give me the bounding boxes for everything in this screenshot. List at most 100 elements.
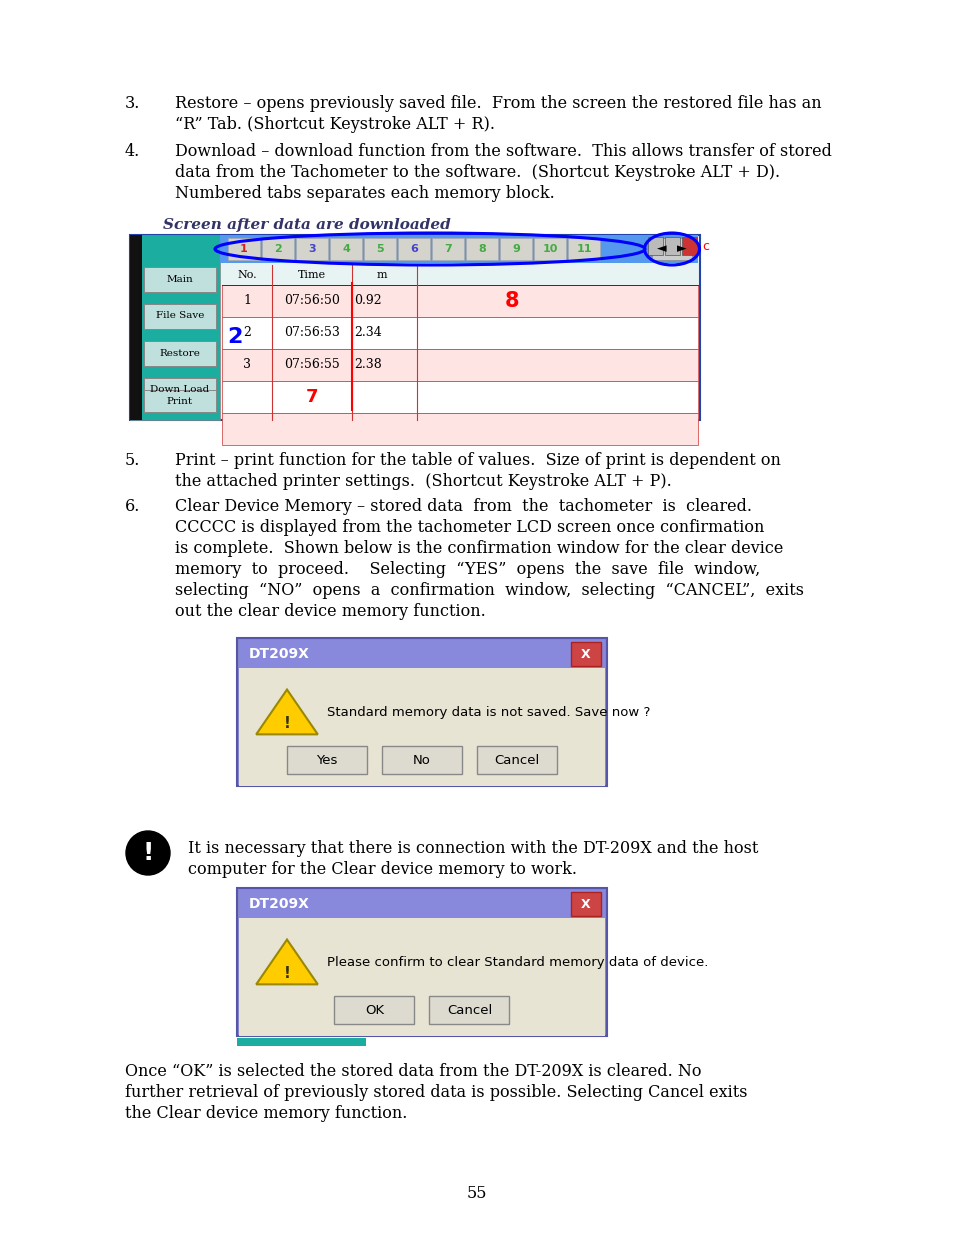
Text: memory  to  proceed.    Selecting  “YES”  opens  the  save  file  window,: memory to proceed. Selecting “YES” opens… <box>174 561 760 578</box>
Bar <box>381 746 461 774</box>
Bar <box>476 746 557 774</box>
Text: File Save: File Save <box>155 311 204 321</box>
Text: Cancel: Cancel <box>446 1004 492 1016</box>
Bar <box>222 382 698 412</box>
Text: is complete.  Shown below is the confirmation window for the clear device: is complete. Shown below is the confirma… <box>174 540 782 557</box>
Text: 2: 2 <box>274 245 281 254</box>
Text: 8: 8 <box>477 245 485 254</box>
Bar <box>236 638 606 785</box>
Bar <box>432 238 463 261</box>
Polygon shape <box>256 689 317 735</box>
Bar <box>567 238 599 261</box>
Bar <box>465 238 497 261</box>
Text: Down Load: Down Load <box>151 385 210 394</box>
Text: 2: 2 <box>227 327 242 347</box>
Text: 4.: 4. <box>125 143 140 161</box>
Text: the Clear device memory function.: the Clear device memory function. <box>125 1105 407 1123</box>
Bar <box>144 341 215 366</box>
Text: ◄: ◄ <box>657 242 666 256</box>
Text: 8: 8 <box>504 291 518 311</box>
Text: It is necessary that there is connection with the DT-209X and the host: It is necessary that there is connection… <box>188 840 758 857</box>
Text: !: ! <box>142 841 153 864</box>
Bar <box>220 235 698 263</box>
Text: 10: 10 <box>541 245 558 254</box>
Bar <box>364 238 395 261</box>
Text: 3.: 3. <box>125 95 140 112</box>
Text: 2.38: 2.38 <box>354 358 381 372</box>
Bar <box>397 238 430 261</box>
Text: 07:56:55: 07:56:55 <box>284 358 339 372</box>
Bar <box>144 267 215 291</box>
Bar <box>651 238 691 261</box>
Text: 9: 9 <box>512 245 519 254</box>
Text: ►: ► <box>677 242 686 256</box>
Bar <box>236 1037 366 1046</box>
Bar <box>239 668 604 785</box>
Text: 3: 3 <box>308 245 315 254</box>
Polygon shape <box>256 940 317 984</box>
Text: 1: 1 <box>240 245 248 254</box>
Bar <box>239 918 604 1036</box>
Text: !: ! <box>283 716 290 731</box>
Text: 07:56:50: 07:56:50 <box>284 294 339 308</box>
Text: 55: 55 <box>466 1186 487 1202</box>
Bar <box>295 238 328 261</box>
Text: DT209X: DT209X <box>249 897 310 911</box>
Text: Cancel: Cancel <box>494 753 539 767</box>
Text: computer for the Clear device memory to work.: computer for the Clear device memory to … <box>188 861 577 878</box>
Text: out the clear device memory function.: out the clear device memory function. <box>174 603 485 620</box>
Bar <box>228 238 260 261</box>
Text: Time: Time <box>297 270 326 280</box>
Text: Screen after data are downloaded: Screen after data are downloaded <box>163 219 450 232</box>
Bar <box>534 238 565 261</box>
Text: Print – print function for the table of values.  Size of print is dependent on: Print – print function for the table of … <box>174 452 781 469</box>
Bar <box>262 238 294 261</box>
Bar <box>335 995 414 1024</box>
Circle shape <box>126 831 170 876</box>
Text: Restore – opens previously saved file.  From the screen the restored file has an: Restore – opens previously saved file. F… <box>174 95 821 112</box>
Bar <box>571 642 600 666</box>
Bar <box>330 238 361 261</box>
Text: OK: OK <box>365 1004 384 1016</box>
Text: 11: 11 <box>576 245 591 254</box>
Bar <box>222 317 698 350</box>
Text: 6: 6 <box>410 245 417 254</box>
Text: c: c <box>701 241 708 253</box>
Text: DT209X: DT209X <box>249 647 310 661</box>
Bar <box>222 412 698 445</box>
Bar <box>647 237 662 254</box>
Text: 1: 1 <box>243 294 251 308</box>
Text: 3: 3 <box>243 358 251 372</box>
Text: 2.34: 2.34 <box>354 326 381 340</box>
Text: data from the Tachometer to the software.  (Shortcut Keystroke ALT + D).: data from the Tachometer to the software… <box>174 164 780 182</box>
Text: CCCCC is displayed from the tachometer LCD screen once confirmation: CCCCC is displayed from the tachometer L… <box>174 519 763 536</box>
Bar <box>287 746 367 774</box>
Text: Once “OK” is selected the stored data from the DT-209X is cleared. No: Once “OK” is selected the stored data fr… <box>125 1063 700 1079</box>
Text: 2: 2 <box>243 326 251 340</box>
Bar <box>236 888 606 1036</box>
Text: the attached printer settings.  (Shortcut Keystroke ALT + P).: the attached printer settings. (Shortcut… <box>174 473 671 490</box>
Text: 5.: 5. <box>125 452 140 469</box>
Bar <box>429 995 509 1024</box>
Text: Print: Print <box>167 396 193 405</box>
Text: No: No <box>413 753 431 767</box>
Bar <box>222 350 698 382</box>
Bar <box>144 390 215 412</box>
Text: Yes: Yes <box>316 753 337 767</box>
Text: Clear Device Memory – stored data  from  the  tachometer  is  cleared.: Clear Device Memory – stored data from t… <box>174 498 751 515</box>
Text: 4: 4 <box>342 245 350 254</box>
Text: Download – download function from the software.  This allows transfer of stored: Download – download function from the so… <box>174 143 831 161</box>
Text: X: X <box>580 898 590 910</box>
Text: 7: 7 <box>305 388 318 406</box>
Text: further retrieval of previously stored data is possible. Selecting Cancel exits: further retrieval of previously stored d… <box>125 1084 747 1100</box>
Text: 0.92: 0.92 <box>354 294 381 308</box>
Text: m: m <box>376 270 387 280</box>
Bar <box>664 237 679 254</box>
Text: X: X <box>580 647 590 661</box>
Text: 07:56:53: 07:56:53 <box>284 326 339 340</box>
Text: No.: No. <box>237 270 256 280</box>
Text: “R” Tab. (Shortcut Keystroke ALT + R).: “R” Tab. (Shortcut Keystroke ALT + R). <box>174 116 495 133</box>
Bar <box>499 238 532 261</box>
Text: Restore: Restore <box>159 348 200 357</box>
Bar <box>571 892 600 916</box>
